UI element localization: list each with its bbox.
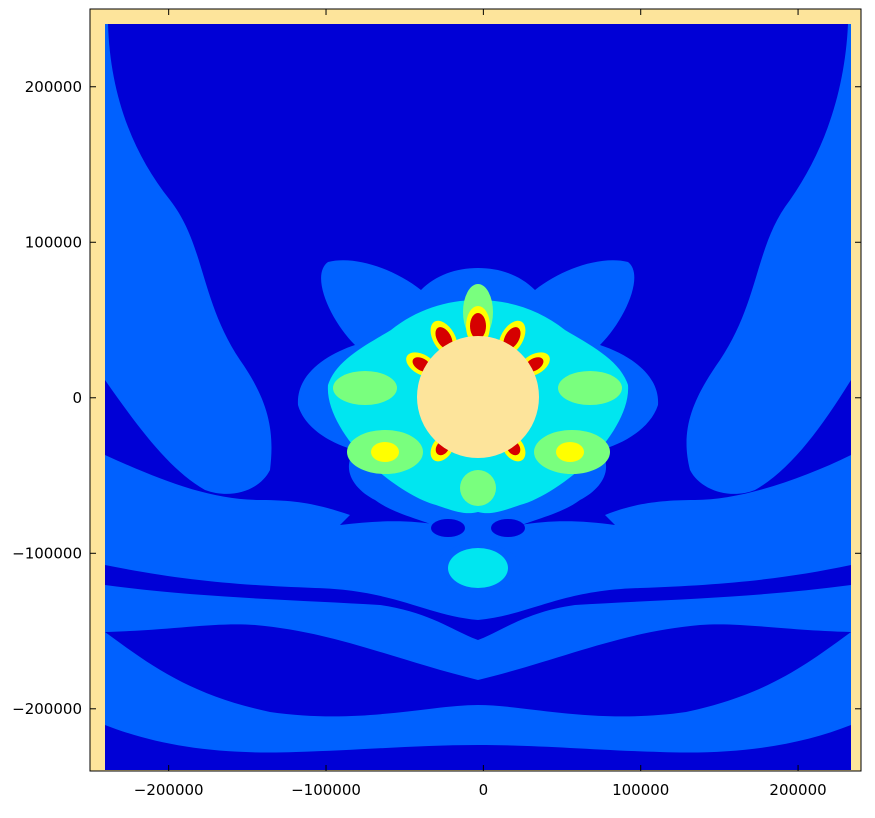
- petal: [470, 313, 486, 339]
- x-tick-label: 0: [479, 781, 489, 799]
- y-tick-label: −100000: [12, 544, 82, 562]
- x-tick-label: −200000: [134, 781, 204, 799]
- axes-frame: [89, 8, 862, 772]
- contour-level-1-bottom-band: [105, 632, 851, 753]
- contour-level-1-left-wave: [105, 24, 272, 494]
- contour-level-1-left-lower: [105, 455, 350, 525]
- contour-level-0-spot: [431, 519, 465, 537]
- contour-level-2-spot: [448, 548, 508, 588]
- x-tick-label: 100000: [612, 781, 669, 799]
- petal: [503, 327, 521, 350]
- contour-field: [105, 24, 851, 770]
- contour-level-1-right-lower: [605, 455, 851, 525]
- y-tick-label: 0: [72, 389, 82, 407]
- x-axis: −200000 −100000 0 100000 200000: [134, 9, 827, 799]
- contour-level-1-low-band: [105, 585, 851, 680]
- x-tick-label: 200000: [769, 781, 826, 799]
- contour-level-0-spot: [491, 519, 525, 537]
- contour-level-3-bottom: [460, 470, 496, 506]
- y-axis: 200000 100000 0 −100000 −200000: [12, 78, 861, 718]
- contour-level-4-right: [556, 442, 584, 462]
- contour-level-3-upper-left: [333, 371, 397, 405]
- contour-level-4-left: [371, 442, 399, 462]
- x-tick-label: −100000: [291, 781, 361, 799]
- petal: [435, 327, 453, 350]
- y-tick-label: 100000: [25, 233, 82, 251]
- contour-level-3-upper-right: [558, 371, 622, 405]
- obstacle-circle: [417, 336, 539, 458]
- y-tick-label: 200000: [25, 78, 82, 96]
- y-tick-label: −200000: [12, 700, 82, 718]
- contour-level-1-right-wave: [686, 24, 851, 494]
